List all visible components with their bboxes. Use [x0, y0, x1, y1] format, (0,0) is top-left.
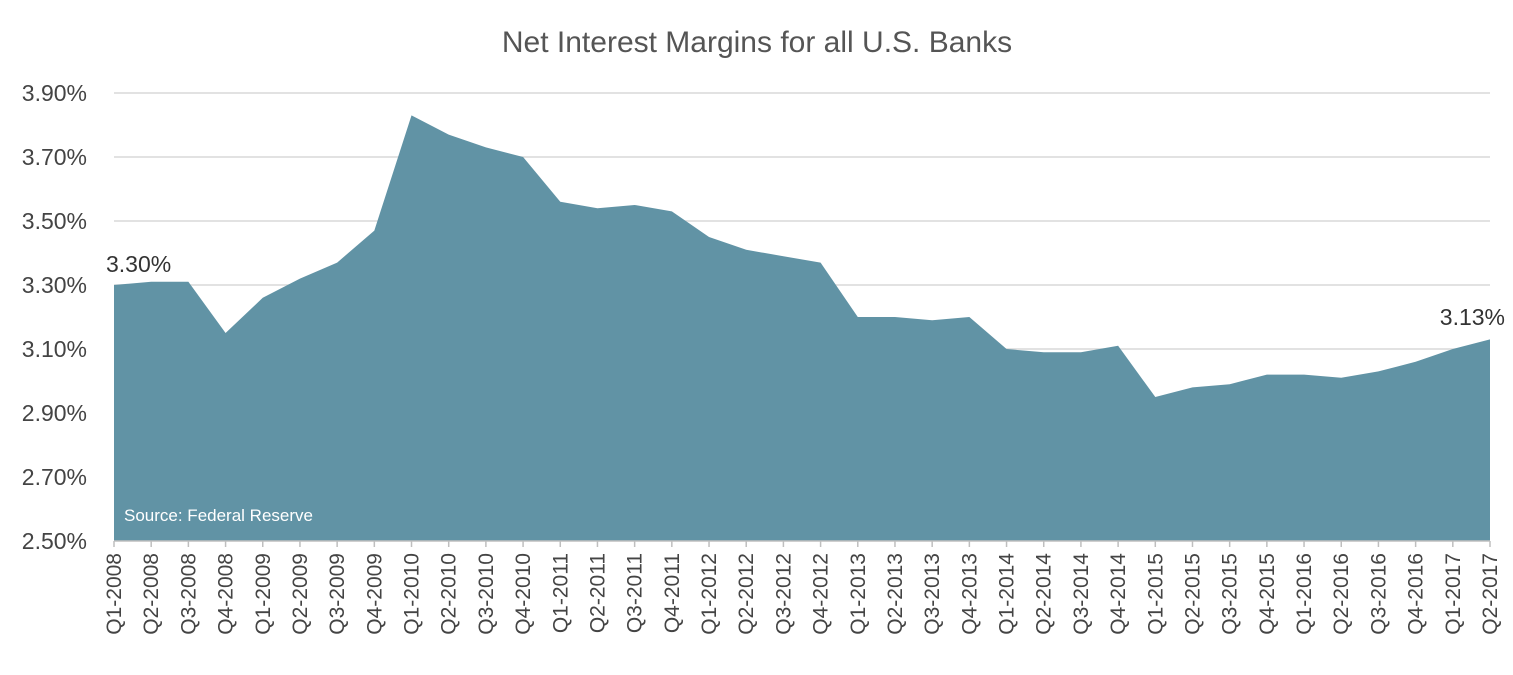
axes	[113, 540, 1491, 547]
x-tick-label: Q2-2011	[586, 553, 609, 633]
x-tick-label: Q3-2015	[1219, 553, 1242, 635]
x-tick-label: Q3-2008	[177, 553, 200, 635]
x-tick-label: Q2-2008	[140, 553, 163, 635]
x-tick-label: Q1-2014	[996, 553, 1019, 635]
x-tick-label: Q1-2009	[252, 553, 275, 635]
x-tick-label: Q3-2010	[475, 553, 498, 635]
x-tick-label: Q1-2010	[401, 553, 424, 635]
x-tick-label: Q4-2010	[512, 553, 535, 635]
x-tick-label: Q1-2013	[847, 553, 870, 635]
x-tick-label: Q4-2014	[1107, 553, 1130, 635]
x-tick-label: Q2-2016	[1330, 553, 1353, 635]
x-tick-label: Q4-2011	[661, 553, 684, 633]
y-tick-label: 3.70%	[22, 144, 87, 170]
y-tick-label: 2.70%	[22, 464, 87, 490]
x-tick-label: Q1-2017	[1442, 553, 1465, 635]
y-tick-label: 2.90%	[22, 400, 87, 426]
plot-area	[114, 115, 1490, 542]
y-tick-label: 2.50%	[22, 528, 87, 554]
end-value-label: 3.13%	[1440, 304, 1505, 330]
x-tick-label: Q2-2012	[735, 553, 758, 635]
x-tick-label: Q1-2011	[549, 553, 572, 633]
y-tick-label: 3.90%	[22, 80, 87, 106]
x-tick-label: Q2-2009	[289, 553, 312, 635]
y-tick-label: 3.10%	[22, 336, 87, 362]
series-area	[114, 115, 1490, 542]
x-tick-label: Q4-2008	[215, 553, 238, 635]
x-tick-label: Q4-2016	[1405, 553, 1428, 635]
y-tick-label: 3.30%	[22, 272, 87, 298]
x-tick-label: Q1-2016	[1293, 553, 1316, 635]
x-tick-label: Q1-2012	[698, 553, 721, 635]
x-tick-label: Q3-2012	[772, 553, 795, 635]
x-tick-label: Q2-2010	[438, 553, 461, 635]
chart-title: Net Interest Margins for all U.S. Banks	[502, 26, 1012, 59]
x-tick-label: Q2-2017	[1479, 553, 1502, 635]
x-tick-label: Q3-2014	[1070, 553, 1093, 635]
x-tick-label: Q3-2013	[921, 553, 944, 635]
x-tick-label: Q4-2015	[1256, 553, 1279, 635]
y-axis-ticks: 3.90% 3.70% 3.50% 3.30% 3.10% 2.90% 2.70% 2.50%	[22, 80, 87, 554]
x-tick-label: Q1-2015	[1144, 553, 1167, 635]
x-tick-label: Q4-2012	[810, 553, 833, 635]
x-tick-label: Q4-2009	[363, 553, 386, 635]
x-tick-label: Q1-2008	[103, 553, 126, 635]
x-tick-label: Q2-2014	[1033, 553, 1056, 635]
x-tick-label: Q3-2016	[1367, 553, 1390, 635]
x-tick-label: Q4-2013	[958, 553, 981, 635]
x-tick-label: Q2-2013	[884, 553, 907, 635]
source-note: Source: Federal Reserve	[124, 506, 313, 525]
x-axis-ticks: Q1-2008 Q2-2008 Q3-2008 Q4-2008 Q1-2009 Q2-20…	[103, 553, 1502, 635]
x-tick-label: Q3-2009	[326, 553, 349, 635]
x-tick-label: Q2-2015	[1181, 553, 1204, 635]
y-tick-label: 3.50%	[22, 208, 87, 234]
start-value-label: 3.30%	[106, 251, 171, 277]
x-tick-label: Q3-2011	[624, 553, 647, 633]
